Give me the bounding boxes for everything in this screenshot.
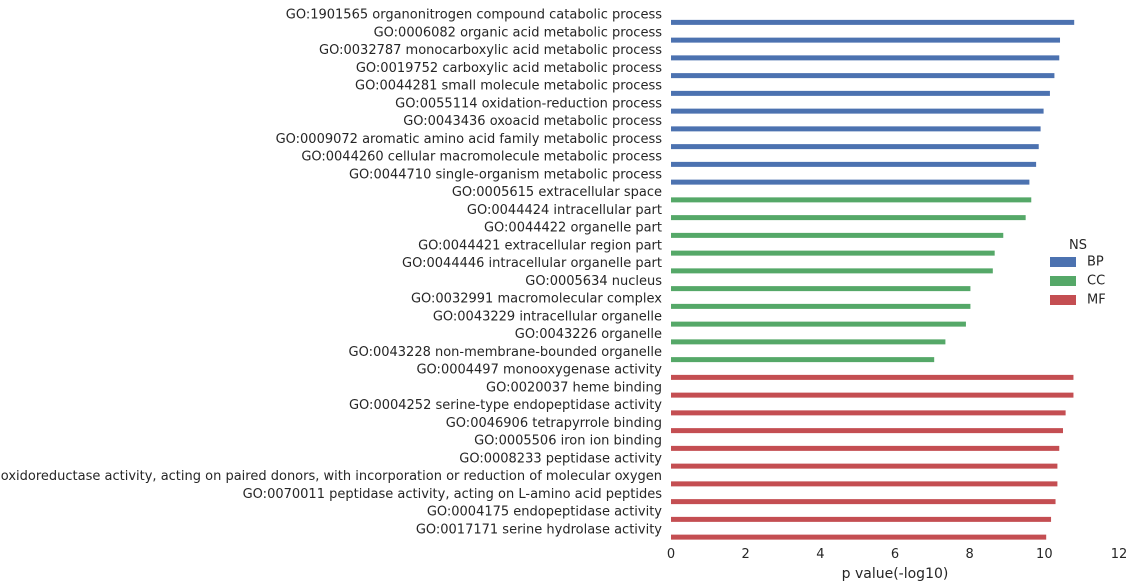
- bar-mf: [671, 445, 1060, 451]
- category-label: GO:0005634 nucleus: [525, 274, 662, 289]
- category-label: GO:0032787 monocarboxylic acid metabolic…: [319, 43, 662, 58]
- legend-label: CC: [1087, 274, 1105, 289]
- bar-cc: [671, 286, 971, 292]
- bar-mf: [671, 374, 1074, 380]
- bar-bp: [671, 108, 1044, 114]
- category-label: GO:0044421 extracellular region part: [418, 238, 662, 253]
- bar-cc: [671, 321, 966, 327]
- legend-swatch-cc: [1050, 276, 1076, 286]
- x-tick-label: 4: [816, 547, 824, 562]
- category-label: GO:0044424 intracellular part: [467, 203, 662, 218]
- category-label: GO:0009072 aromatic amino acid family me…: [276, 132, 663, 147]
- bar-mf: [671, 410, 1066, 416]
- category-label: GO:0043436 oxoacid metabolic process: [403, 114, 662, 129]
- category-label: GO:0032991 macromolecular complex: [411, 292, 662, 307]
- bar-cc: [671, 250, 995, 256]
- category-label: GO:0004252 serine-type endopeptidase act…: [349, 398, 662, 413]
- bar-mf: [671, 428, 1063, 434]
- category-label: GO:0044422 organelle part: [484, 221, 662, 236]
- bar-mf: [671, 534, 1047, 540]
- category-label: GO:0006082 organic acid metabolic proces…: [374, 25, 663, 40]
- bar-bp: [671, 90, 1050, 96]
- category-label: GO:0020037 heme binding: [486, 380, 662, 395]
- bar-cc: [671, 357, 935, 363]
- category-labels: GO:1901565 organonitrogen compound catab…: [0, 8, 662, 538]
- bar-bp: [671, 19, 1075, 25]
- bar-cc: [671, 268, 993, 274]
- category-label: GO:0044710 single-organism metabolic pro…: [349, 167, 662, 182]
- category-label: GO:0046906 tetrapyrrole binding: [446, 416, 662, 431]
- x-tick-label: 2: [742, 547, 750, 562]
- bar-mf: [671, 481, 1058, 487]
- bar-mf: [671, 463, 1058, 469]
- category-label: GO:0019752 carboxylic acid metabolic pro…: [356, 61, 662, 76]
- x-axis-title: p value(-log10): [842, 566, 949, 582]
- bar-bp: [671, 179, 1030, 185]
- category-label: GO:0005506 iron ion binding: [474, 434, 662, 449]
- bar-cc: [671, 303, 971, 309]
- x-tick-label: 10: [1036, 547, 1053, 562]
- legend-label: MF: [1087, 293, 1106, 308]
- category-label: GO:0043226 organelle: [515, 327, 662, 342]
- bar-cc: [671, 215, 1026, 221]
- x-tick-label: 6: [891, 547, 899, 562]
- bar-mf: [671, 392, 1074, 398]
- bar-bp: [671, 37, 1061, 43]
- bar-cc: [671, 232, 1004, 238]
- legend-label: BP: [1087, 255, 1104, 270]
- bar-cc: [671, 339, 946, 345]
- category-label: GO:1901565 organonitrogen compound catab…: [286, 8, 662, 23]
- category-label: GO:0070011 peptidase activity, acting on…: [243, 487, 663, 502]
- category-label: GO:0017171 serine hydrolase activity: [416, 522, 662, 537]
- bar-mf: [671, 499, 1056, 505]
- category-label: GO:0005615 extracellular space: [452, 185, 662, 200]
- category-label: GO:0044260 cellular macromolecule metabo…: [301, 150, 662, 165]
- bar-cc: [671, 197, 1032, 203]
- bar-bp: [671, 161, 1037, 167]
- bars-group: [671, 19, 1075, 540]
- category-label: GO:0044446 intracellular organelle part: [402, 256, 662, 271]
- category-label: GO:0044281 small molecule metabolic proc…: [355, 79, 662, 94]
- legend-swatch-bp: [1050, 257, 1076, 267]
- category-label: GO:0008233 peptidase activity: [459, 451, 662, 466]
- bar-bp: [671, 126, 1041, 132]
- category-label: GO:0043228 non-membrane-bounded organell…: [349, 345, 663, 360]
- bar-bp: [671, 73, 1055, 79]
- legend-title: NS: [1069, 238, 1087, 253]
- category-label: GO:0004175 endopeptidase activity: [427, 505, 662, 520]
- x-tick-label: 0: [667, 547, 675, 562]
- bar-bp: [671, 144, 1039, 150]
- category-label: GO:0016705 oxidoreductase activity, acti…: [0, 469, 662, 484]
- x-tick-label: 12: [1111, 547, 1128, 562]
- category-label: GO:0043229 intracellular organelle: [433, 309, 662, 324]
- category-label: GO:0004497 monooxygenase activity: [416, 363, 662, 378]
- category-label: GO:0055114 oxidation-reduction process: [395, 96, 662, 111]
- x-tick-label: 8: [966, 547, 974, 562]
- bar-bp: [671, 55, 1060, 61]
- legend: NS BP CC MF: [1050, 238, 1106, 308]
- x-axis: 0 2 4 6 8 10 12: [667, 547, 1127, 562]
- legend-swatch-mf: [1050, 295, 1076, 305]
- bar-mf: [671, 516, 1052, 522]
